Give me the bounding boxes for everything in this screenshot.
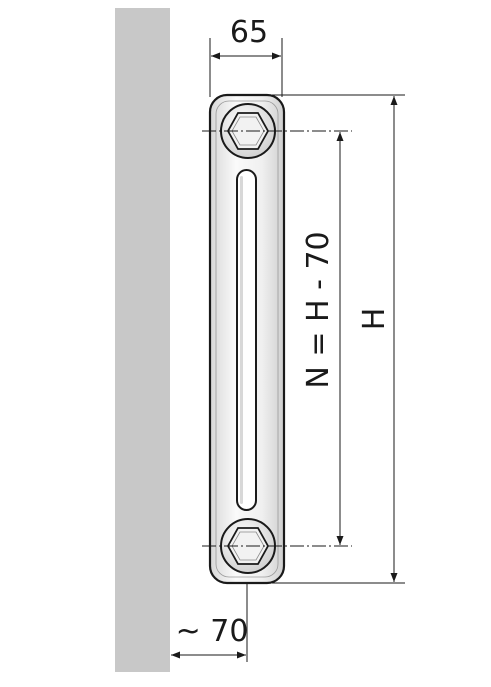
width-label: 65 [230,15,268,50]
wall-distance-dimension [171,583,248,662]
width-dimension [209,38,283,97]
wall [115,8,170,672]
radiator-section [208,93,286,585]
height-label: H [357,308,392,331]
wall-distance-label: ~ 70 [176,614,249,649]
radiator-slot [236,169,257,511]
connection-distance-label: N = H - 70 [301,231,336,388]
